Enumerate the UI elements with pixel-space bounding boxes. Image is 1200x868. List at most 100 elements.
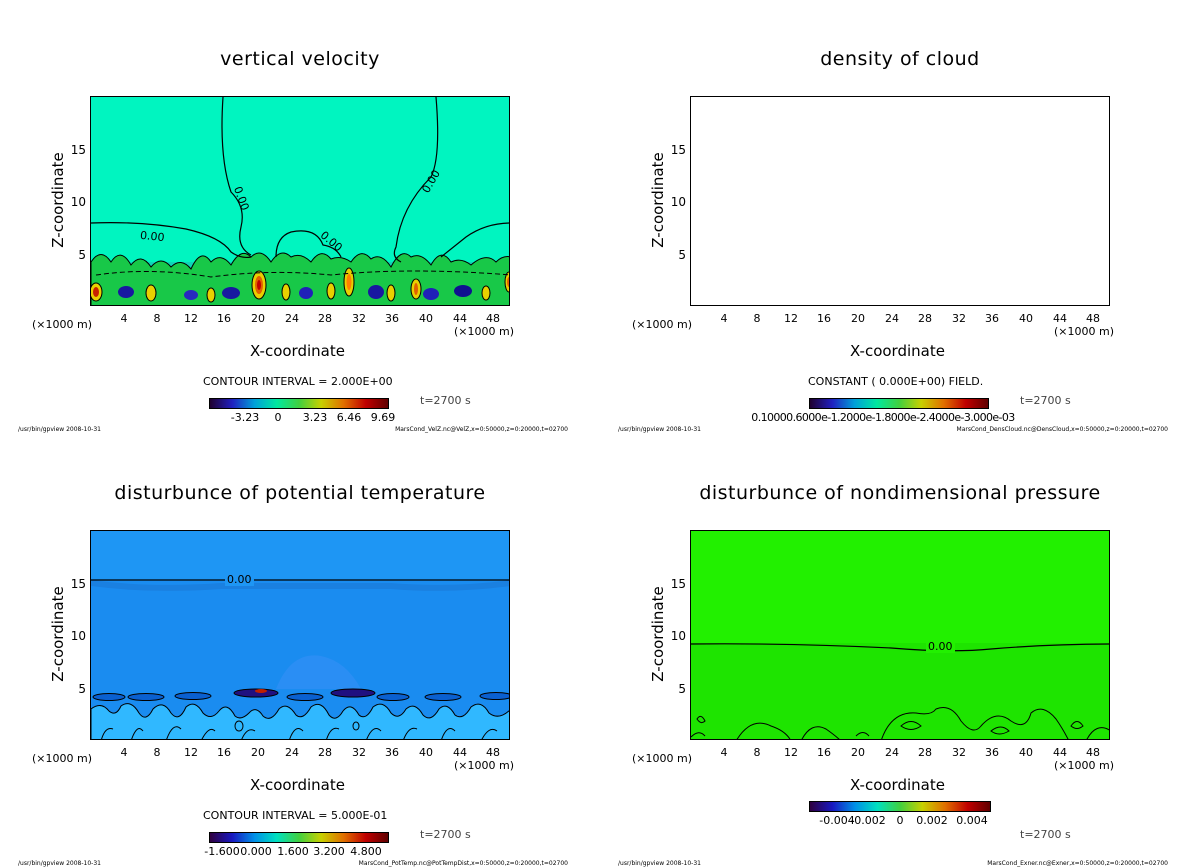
time-label: t=2700 s (1020, 828, 1071, 841)
footer-left: /usr/bin/gpview 2008-10-31 (18, 426, 101, 433)
y-tick-label: 10 (70, 195, 86, 209)
time-label: t=2700 s (420, 828, 471, 841)
footer-right: MarsCond_VelZ.nc@VelZ,x=0:50000,z=0:2000… (395, 426, 568, 433)
x-tick-label: 20 (251, 746, 265, 759)
panel-density-of-cloud: density of cloud Z-coordinate 5 10 15 4 … (600, 0, 1200, 434)
x-tick-label: 24 (885, 746, 899, 759)
x-tick-label: 12 (784, 746, 798, 759)
x-tick-label: 32 (352, 312, 366, 325)
y-tick-label: 10 (670, 629, 686, 643)
contour-field (91, 97, 509, 305)
x-tick-label: 28 (918, 746, 932, 759)
chart-title: density of cloud (820, 48, 980, 70)
x-unit-left: (×1000 m) (632, 752, 693, 765)
footer-left: /usr/bin/gpview 2008-10-31 (618, 860, 701, 867)
x-tick-label: 48 (486, 746, 500, 759)
time-label: t=2700 s (420, 394, 471, 407)
contour-field (91, 531, 509, 739)
footer-left: /usr/bin/gpview 2008-10-31 (18, 860, 101, 867)
x-axis-label: X-coordinate (250, 342, 345, 360)
x-tick-label: 32 (352, 746, 366, 759)
colorbar-label: 0.004 (956, 814, 988, 827)
colorbar-label: -0.002 (850, 814, 886, 827)
x-tick-label: 16 (817, 312, 831, 325)
colorbar (209, 832, 389, 843)
x-tick-label: 48 (486, 312, 500, 325)
panel-potential-temperature: disturbunce of potential temperature (0, 434, 600, 868)
x-tick-label: 8 (753, 312, 761, 325)
contour-interval: CONSTANT ( 0.000E+00) FIELD. (808, 375, 984, 388)
y-tick-label: 5 (78, 682, 86, 696)
x-tick-label: 20 (851, 746, 865, 759)
contour-label: 0.00 (139, 228, 166, 245)
colorbar-label: 0 (274, 411, 282, 424)
footer-right: MarsCond_DensCloud.nc@DensCloud,x=0:5000… (956, 426, 1168, 433)
x-tick-label: 44 (1053, 746, 1067, 759)
colorbar-label: 4.800 (350, 845, 382, 858)
x-axis-label: X-coordinate (250, 776, 345, 794)
x-axis-label: X-coordinate (850, 776, 945, 794)
x-unit-left: (×1000 m) (32, 318, 93, 331)
x-tick-label: 4 (120, 746, 128, 759)
x-tick-label: 32 (952, 746, 966, 759)
colorbar-label: 0.000 (240, 845, 272, 858)
x-tick-label: 24 (885, 312, 899, 325)
chart-title: disturbunce of nondimensional pressure (699, 482, 1101, 504)
colorbar-label: 0 (896, 814, 904, 827)
x-tick-label: 8 (753, 746, 761, 759)
contour-label: 0.00 (926, 640, 955, 653)
x-unit-right: (×1000 m) (454, 325, 515, 338)
convective-cells (91, 252, 509, 305)
plot-area: 0.00 (690, 530, 1110, 740)
y-tick-label: 5 (78, 248, 86, 262)
plot-area: 0.00 0.00 0.00 0.00 (90, 96, 510, 306)
colorbar (809, 801, 991, 812)
x-tick-label: 4 (120, 312, 128, 325)
x-tick-label: 16 (217, 746, 231, 759)
y-tick-label: 5 (678, 248, 686, 262)
contour-interval: CONTOUR INTERVAL = 5.000E-01 (203, 809, 388, 822)
y-tick-label: 10 (670, 195, 686, 209)
x-tick-label: 24 (285, 312, 299, 325)
colorbar-label: 0.10000.6000e-1.2000e-1.8000e-2.4000e-3.… (751, 411, 1015, 424)
x-tick-label: 36 (985, 746, 999, 759)
x-tick-label: 16 (817, 746, 831, 759)
x-tick-label: 40 (419, 312, 433, 325)
x-tick-label: 16 (217, 312, 231, 325)
x-tick-label: 32 (952, 312, 966, 325)
footer-right: MarsCond_Exner.nc@Exner,x=0:50000,z=0:20… (987, 860, 1168, 867)
chart-title: disturbunce of potential temperature (114, 482, 486, 504)
x-tick-label: 44 (1053, 312, 1067, 325)
colorbar (209, 398, 389, 409)
x-tick-label: 36 (385, 746, 399, 759)
colorbar-label: 3.23 (302, 411, 328, 424)
footer-right: MarsCond_PotTemp.nc@PotTempDist,x=0:5000… (358, 860, 568, 867)
x-tick-label: 36 (985, 312, 999, 325)
x-tick-label: 28 (918, 312, 932, 325)
x-unit-right: (×1000 m) (1054, 759, 1115, 772)
x-tick-label: 8 (153, 746, 161, 759)
colorbar-label: 9.69 (370, 411, 396, 424)
panel-nondimensional-pressure: disturbunce of nondimensional pressure 0… (600, 434, 1200, 868)
colorbar-label: -3.23 (230, 411, 260, 424)
y-tick-label: 5 (678, 682, 686, 696)
x-tick-label: 40 (1019, 312, 1033, 325)
x-tick-label: 24 (285, 746, 299, 759)
contour-interval: CONTOUR INTERVAL = 2.000E+00 (203, 375, 393, 388)
panel-vertical-velocity: vertical velocity (0, 0, 600, 434)
x-unit-left: (×1000 m) (32, 752, 93, 765)
colorbar-label: 3.200 (313, 845, 345, 858)
y-tick-label: 15 (70, 577, 86, 591)
colorbar-label: 6.46 (336, 411, 362, 424)
y-tick-label: 15 (670, 577, 686, 591)
x-unit-right: (×1000 m) (1054, 325, 1115, 338)
zero-contours (91, 97, 509, 263)
chart-title: vertical velocity (220, 48, 380, 70)
x-tick-label: 20 (851, 312, 865, 325)
x-unit-right: (×1000 m) (454, 759, 515, 772)
x-tick-label: 44 (453, 746, 467, 759)
time-label: t=2700 s (1020, 394, 1071, 407)
x-tick-label: 36 (385, 312, 399, 325)
x-axis-label: X-coordinate (850, 342, 945, 360)
colorbar-label: 1.600 (277, 845, 309, 858)
